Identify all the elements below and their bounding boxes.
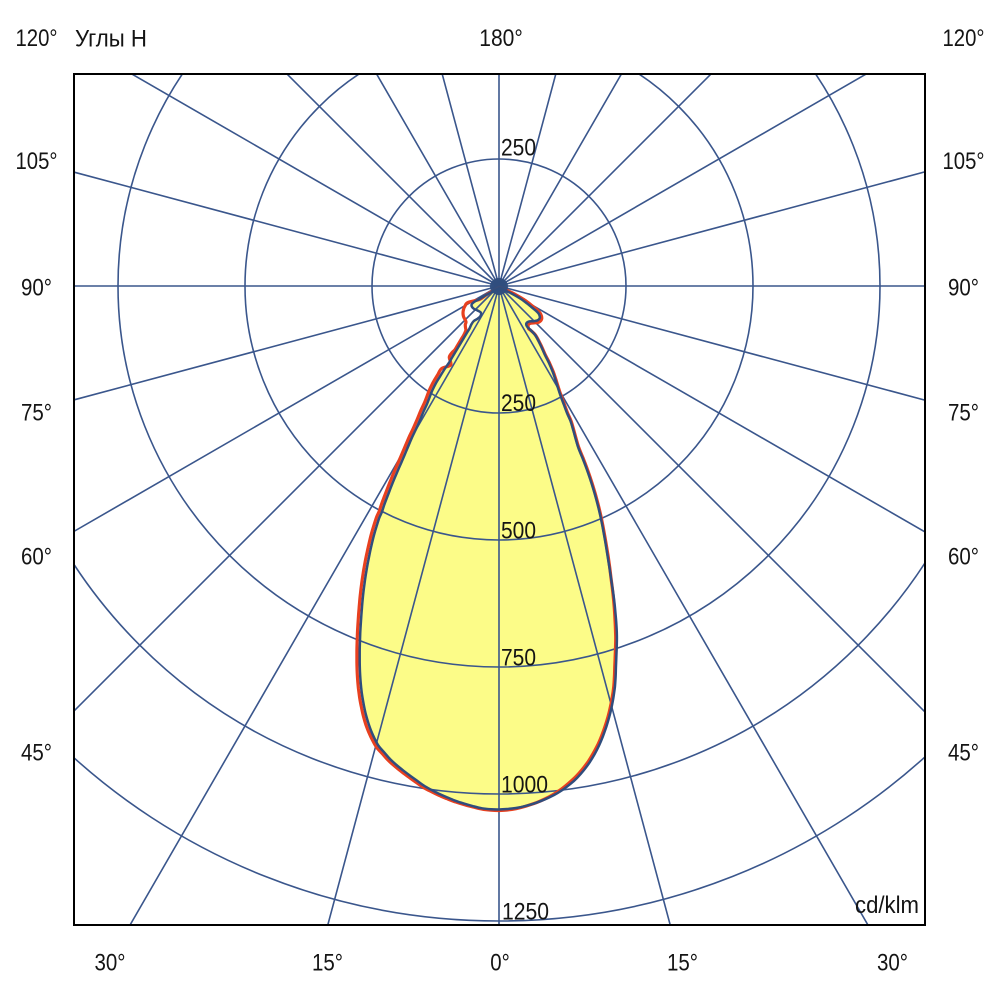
svg-text:45°: 45° xyxy=(21,740,52,767)
svg-text:75°: 75° xyxy=(21,400,52,427)
svg-text:90°: 90° xyxy=(21,275,52,302)
svg-text:Углы H: Углы H xyxy=(75,26,147,53)
svg-text:60°: 60° xyxy=(21,544,52,571)
svg-text:0°: 0° xyxy=(490,950,510,977)
svg-text:250: 250 xyxy=(501,390,536,417)
svg-text:250: 250 xyxy=(501,135,536,162)
svg-text:120°: 120° xyxy=(16,25,58,52)
svg-text:500: 500 xyxy=(501,518,536,545)
svg-text:15°: 15° xyxy=(667,950,698,977)
svg-text:15°: 15° xyxy=(312,950,343,977)
svg-text:105°: 105° xyxy=(943,148,985,175)
svg-text:1000: 1000 xyxy=(501,772,548,799)
svg-text:750: 750 xyxy=(501,645,536,672)
svg-text:180°: 180° xyxy=(479,25,523,52)
svg-text:cd/klm: cd/klm xyxy=(855,892,919,919)
svg-text:120°: 120° xyxy=(943,25,985,52)
svg-text:90°: 90° xyxy=(948,275,979,302)
svg-text:105°: 105° xyxy=(16,148,58,175)
svg-text:30°: 30° xyxy=(877,950,908,977)
svg-text:75°: 75° xyxy=(948,400,979,427)
svg-text:1250: 1250 xyxy=(502,899,549,926)
svg-text:60°: 60° xyxy=(948,544,979,571)
svg-text:45°: 45° xyxy=(948,740,979,767)
svg-text:30°: 30° xyxy=(95,950,126,977)
